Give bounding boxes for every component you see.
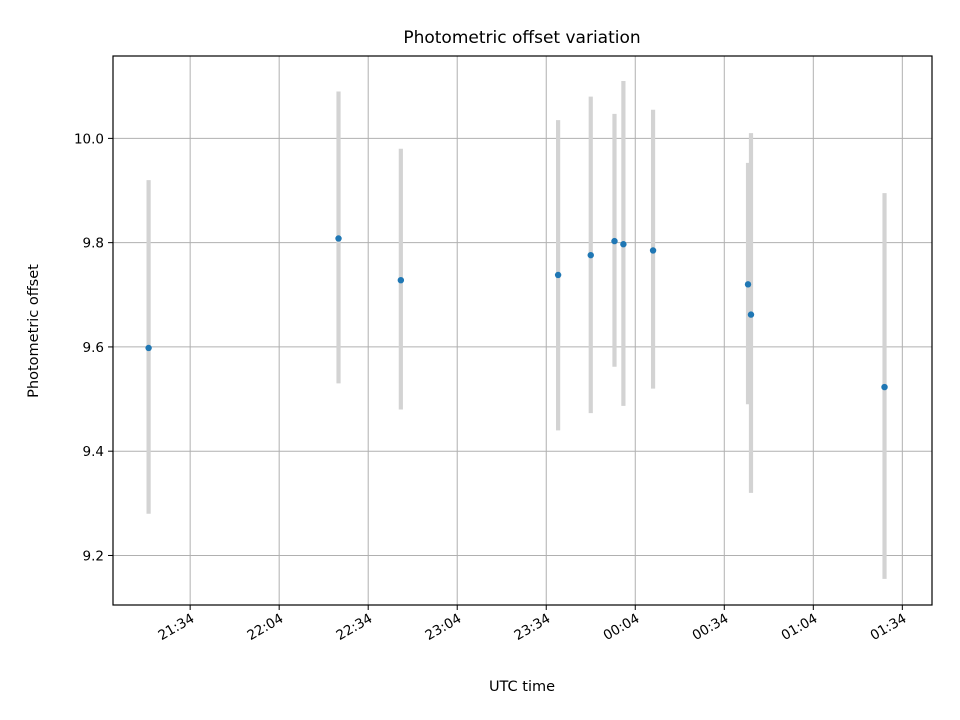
data-point <box>145 344 152 352</box>
data-point <box>881 383 888 391</box>
y-tick-label: 9.6 <box>83 340 104 356</box>
x-axis-label: UTC time <box>489 679 555 695</box>
data-point <box>397 276 405 284</box>
y-axis-label: Photometric offset <box>26 264 42 398</box>
y-axis: 9.2 9.4 9.6 9.8 10.0 <box>74 131 113 564</box>
y-tick-label: 10.0 <box>74 131 104 147</box>
data-point <box>649 247 657 254</box>
data-point <box>335 235 342 242</box>
data-point <box>587 251 594 259</box>
data-point <box>554 271 562 279</box>
y-tick-label: 9.4 <box>83 444 104 460</box>
y-tick-label: 9.8 <box>83 236 104 252</box>
plot-frame <box>112 55 933 606</box>
grid-layer <box>113 56 932 605</box>
chart-title: Photometric offset variation <box>403 28 640 48</box>
data-point <box>611 237 618 245</box>
data-points <box>145 235 888 391</box>
data-point <box>744 281 752 288</box>
y-tick-label: 9.2 <box>83 548 104 564</box>
data-point <box>747 311 755 318</box>
data-point <box>620 241 627 248</box>
